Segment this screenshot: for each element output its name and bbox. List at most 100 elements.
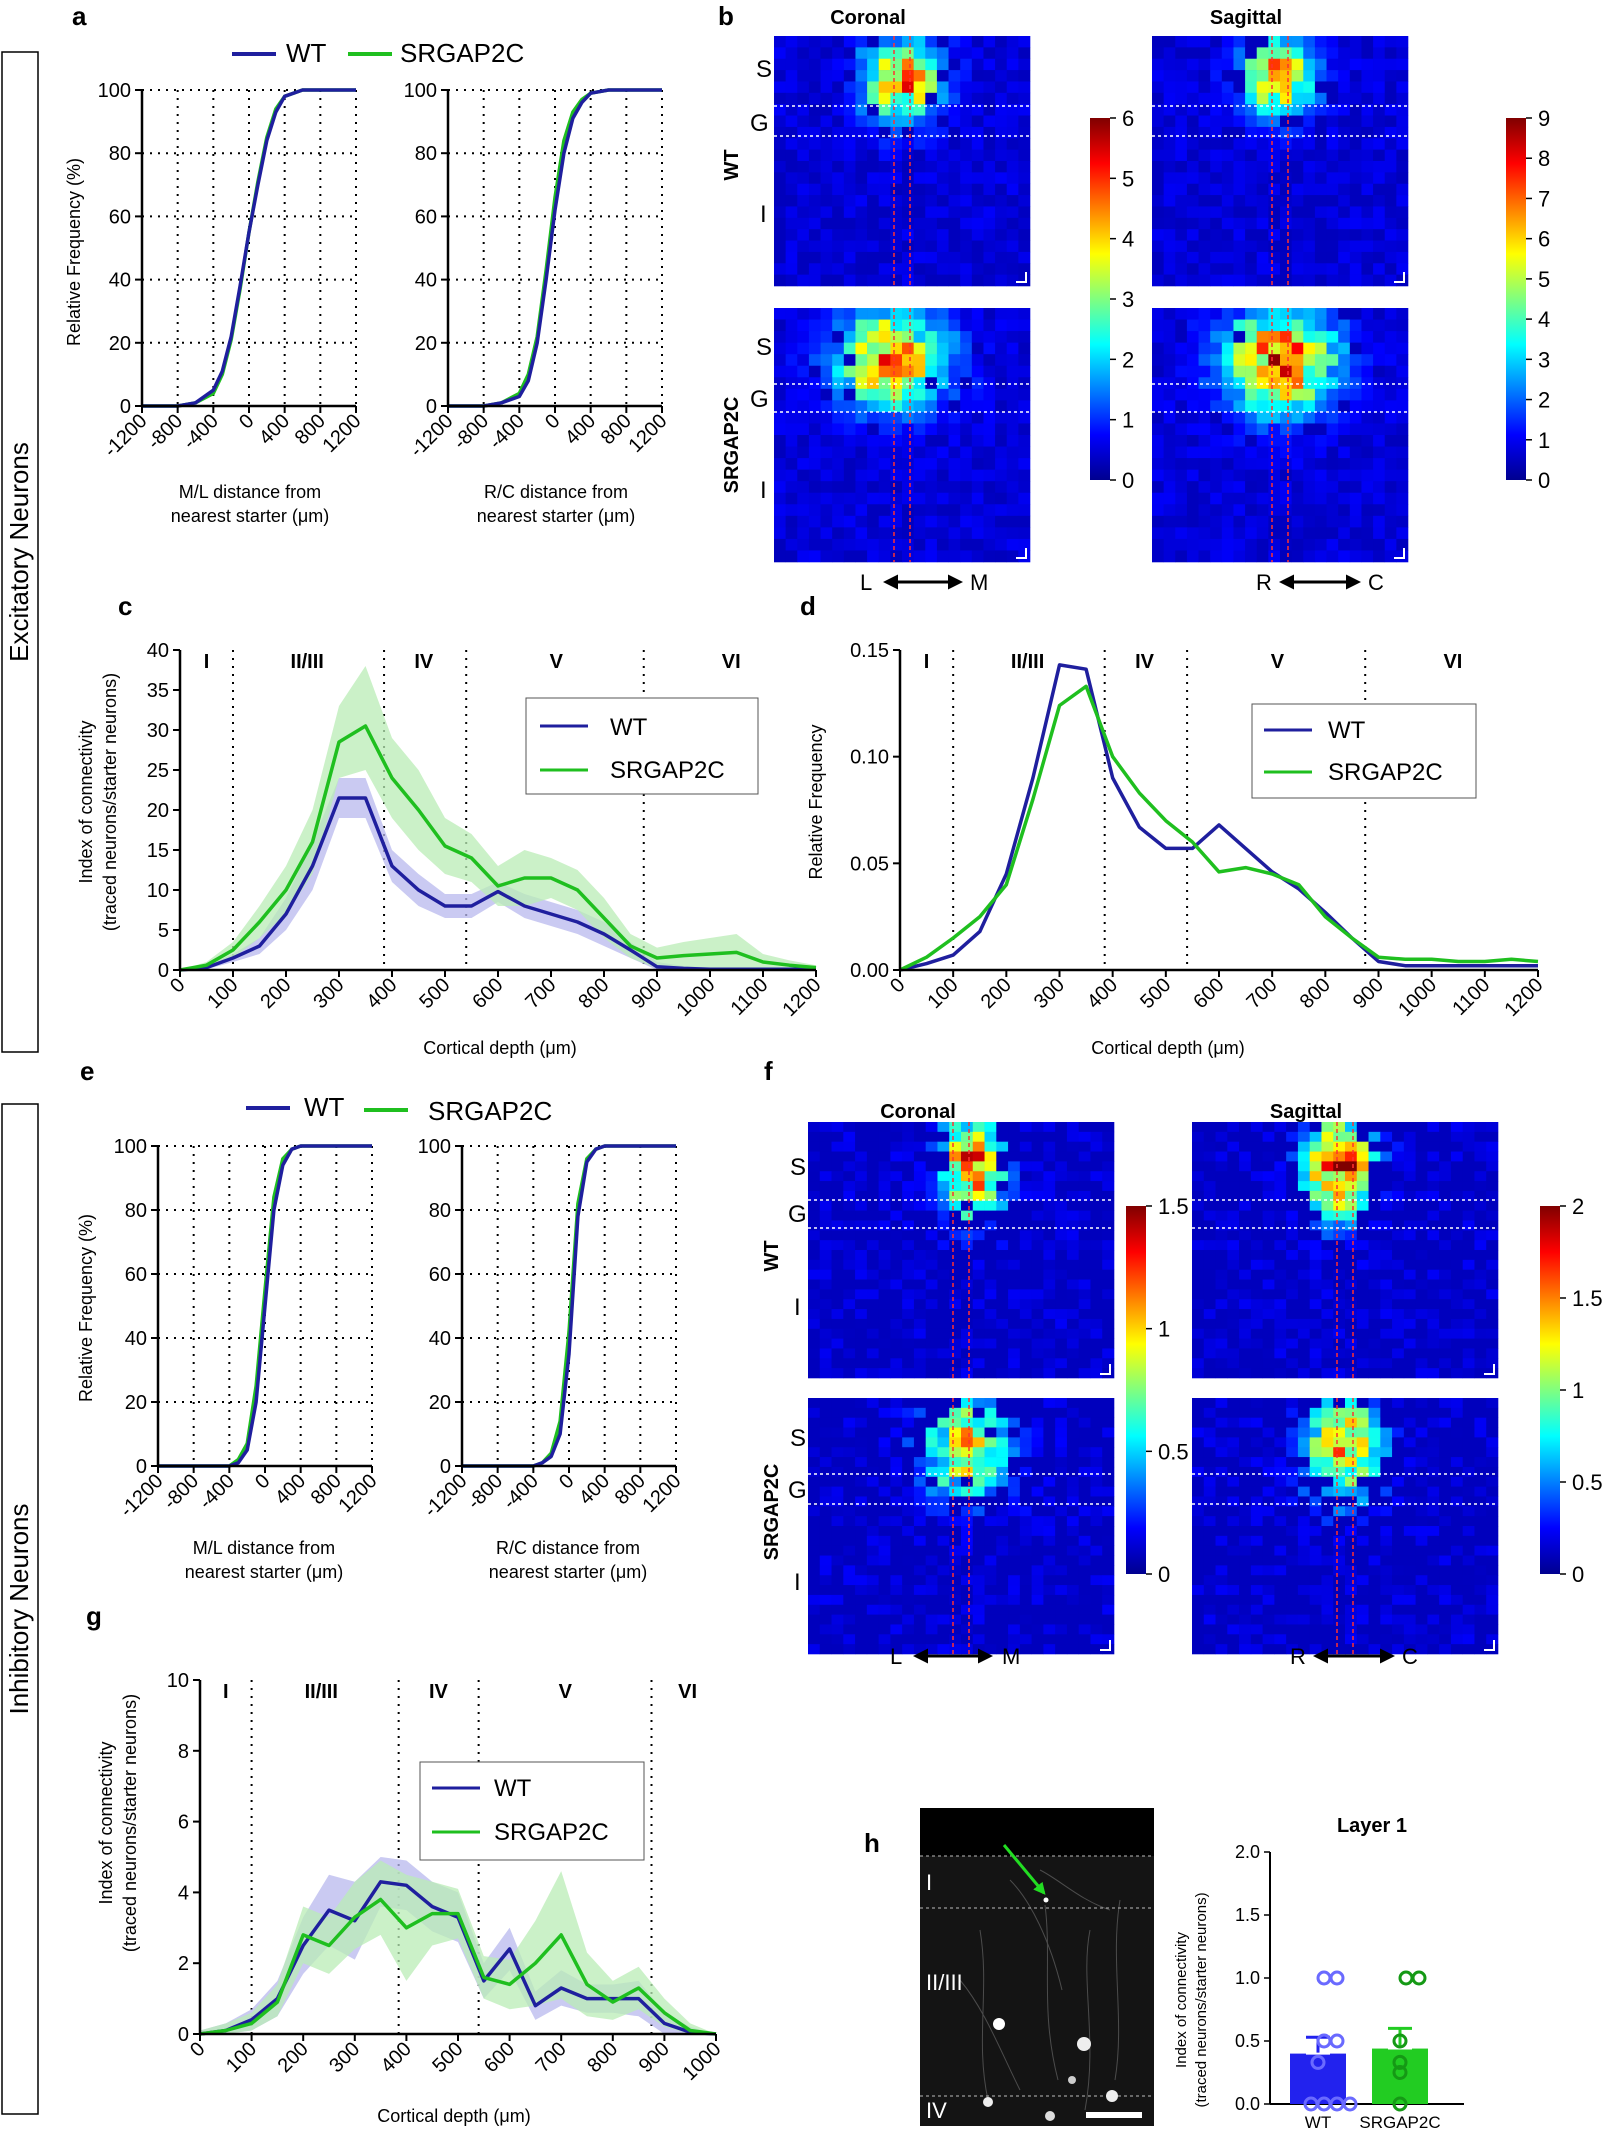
chart-a-ml-xtick-label-2: -400	[179, 410, 223, 454]
hm-f-cor-sr-cell	[831, 1398, 844, 1409]
hm-b-sag-sr-cell	[1268, 308, 1281, 320]
hm-f-sag-sr-cell	[1486, 1516, 1499, 1527]
hm-b-cor-sr-cell	[960, 469, 973, 482]
hm-f-sag-sr-cell	[1297, 1447, 1310, 1458]
hm-b-sag-wt-cell	[1338, 115, 1351, 128]
hm-f-cor-wt-cell	[949, 1338, 962, 1349]
hm-f-cor-wt-cell	[925, 1309, 938, 1320]
heatmap-f-sagittal-srgap2c	[1192, 1398, 1499, 1655]
hm-b-cor-sr-cell	[843, 411, 856, 424]
hm-f-cor-sr-cell	[866, 1447, 879, 1458]
hm-f-cor-sr-cell	[996, 1624, 1009, 1635]
hm-f-sag-sr-cell	[1345, 1516, 1358, 1527]
hm-b-cor-wt-cell	[867, 81, 880, 94]
hm-f-sag-sr-cell	[1368, 1526, 1381, 1537]
hm-b-cor-wt-cell	[785, 149, 798, 162]
hm-f-sag-sr-cell	[1486, 1417, 1499, 1428]
hm-b-cor-sr-cell	[948, 458, 961, 470]
hm-b-sag-wt-cell	[1175, 251, 1188, 264]
hm-f-sag-sr-cell	[1286, 1526, 1299, 1537]
hm-f-cor-sr-cell	[890, 1496, 903, 1507]
hm-f-sag-wt-cell	[1345, 1141, 1358, 1152]
hm-b-sag-sr-cell	[1152, 331, 1164, 343]
hm-b-sag-wt-cell	[1384, 240, 1397, 253]
hm-f-cor-sr-cell	[1055, 1427, 1068, 1438]
hm-b-cor-wt-cell	[960, 161, 973, 173]
hm-f-cor-sr-cell	[996, 1535, 1009, 1546]
hm-b-cor-wt-cell	[936, 217, 949, 230]
hm-f-sag-sr-cell	[1474, 1555, 1487, 1566]
hm-f-cor-wt-cell	[808, 1299, 821, 1310]
hm-f-cor-sr-cell	[819, 1437, 832, 1448]
hm-f-sag-wt-cell	[1486, 1269, 1499, 1280]
hm-b-sag-wt-cell	[1163, 138, 1176, 150]
hm-b-cor-wt-cell	[878, 115, 891, 128]
hm-b-cor-wt-cell	[925, 115, 938, 128]
hm-b-sag-wt-cell	[1198, 70, 1211, 82]
hm-f-cor-sr-cell	[925, 1545, 938, 1556]
hm-f-sag-sr-cell	[1262, 1594, 1275, 1606]
hm-b-sag-wt-cell	[1326, 81, 1339, 94]
hm-f-cor-wt-cell	[866, 1259, 879, 1270]
hm-b-sag-wt-cell	[1291, 195, 1304, 207]
hm-b-sag-sr-cell	[1268, 411, 1281, 424]
hm-b-sag-sr-cell	[1314, 458, 1327, 470]
hm-f-sag-wt-cell	[1345, 1309, 1358, 1320]
hm-b-cor-sr-cell	[960, 481, 973, 494]
hm-b-cor-wt-cell	[971, 183, 984, 196]
hm-f-cor-wt-cell	[984, 1210, 997, 1221]
hm-b-cor-sr-cell	[971, 342, 984, 355]
hm-f-cor-sr-cell	[1102, 1486, 1115, 1497]
hm-b-cor-wt-cell	[785, 47, 798, 60]
hm-f-sag-wt-cell	[1415, 1358, 1428, 1369]
hm-b-cor-sr-cell	[902, 423, 914, 436]
hm-f-sag-wt-cell	[1239, 1279, 1252, 1290]
hm-b-cor-sr-cell	[960, 550, 973, 563]
hm-f-sag-sr-cell	[1439, 1447, 1452, 1458]
hm-f-sag-wt-cell	[1297, 1122, 1310, 1133]
hm-f-cor-wt-cell	[855, 1190, 868, 1202]
hm-f-sag-sr-cell	[1309, 1516, 1322, 1527]
hm-f-sag-sr-cell	[1356, 1594, 1369, 1606]
hm-b-cor-sr-cell	[878, 365, 891, 378]
hm-b-sag-wt-cell	[1361, 195, 1374, 207]
hm-f-cor-wt-cell	[1066, 1318, 1079, 1330]
hm-b-sag-sr-cell	[1314, 550, 1327, 563]
hm-f-sag-sr-cell	[1297, 1427, 1310, 1438]
hm-f-cor-sr-cell	[1019, 1506, 1032, 1517]
legend-d: WT SRGAP2C	[1251, 703, 1477, 799]
hm-f-cor-wt-cell	[1031, 1368, 1044, 1379]
hm-f-cor-wt-cell	[913, 1299, 926, 1310]
hm-f-cor-sr-cell	[961, 1604, 974, 1615]
legend-e-srgap2c: SRGAP2C	[428, 1096, 552, 1126]
hm-b-sag-sr-cell	[1280, 515, 1292, 528]
hm-b-cor-wt-cell	[855, 126, 868, 139]
hm-f-sag-wt-cell	[1403, 1131, 1416, 1142]
hm-b-sag-wt-cell	[1326, 138, 1339, 150]
hm-f-sag-wt-cell	[1192, 1220, 1205, 1231]
f-sr-I: I	[794, 1569, 801, 1596]
hm-f-cor-wt-cell	[949, 1122, 962, 1133]
hm-b-sag-sr-cell	[1396, 319, 1409, 332]
hm-b-sag-sr-cell	[1245, 458, 1258, 470]
chart-d-xtick-label-11: 1100	[1448, 974, 1494, 1020]
hm-b-sag-wt-cell	[1349, 47, 1362, 60]
hm-f-sag-wt-cell	[1239, 1171, 1252, 1182]
hm-b-cor-wt-cell	[902, 47, 914, 60]
hm-f-cor-sr-cell	[1008, 1614, 1021, 1625]
hm-f-cor-sr-cell	[996, 1565, 1009, 1576]
hm-f-cor-sr-cell	[937, 1407, 950, 1418]
hm-b-sag-sr-cell	[1163, 550, 1176, 563]
hm-b-cor-sr-cell	[1006, 423, 1019, 436]
hm-b-sag-sr-cell	[1280, 435, 1292, 447]
hm-f-sag-wt-cell	[1439, 1250, 1452, 1261]
hm-b-sag-sr-cell	[1186, 377, 1199, 390]
hm-f-sag-wt-cell	[1345, 1338, 1358, 1349]
hm-f-sag-wt-cell	[1203, 1328, 1216, 1339]
hm-f-cor-wt-cell	[1008, 1348, 1021, 1359]
hm-f-sag-sr-cell	[1262, 1516, 1275, 1527]
hm-f-sag-sr-cell	[1403, 1437, 1416, 1448]
hm-b-sag-wt-cell	[1268, 274, 1281, 287]
hm-f-cor-wt-cell	[925, 1358, 938, 1369]
chart-a-ml-xtick-label-4: 400	[255, 410, 294, 449]
